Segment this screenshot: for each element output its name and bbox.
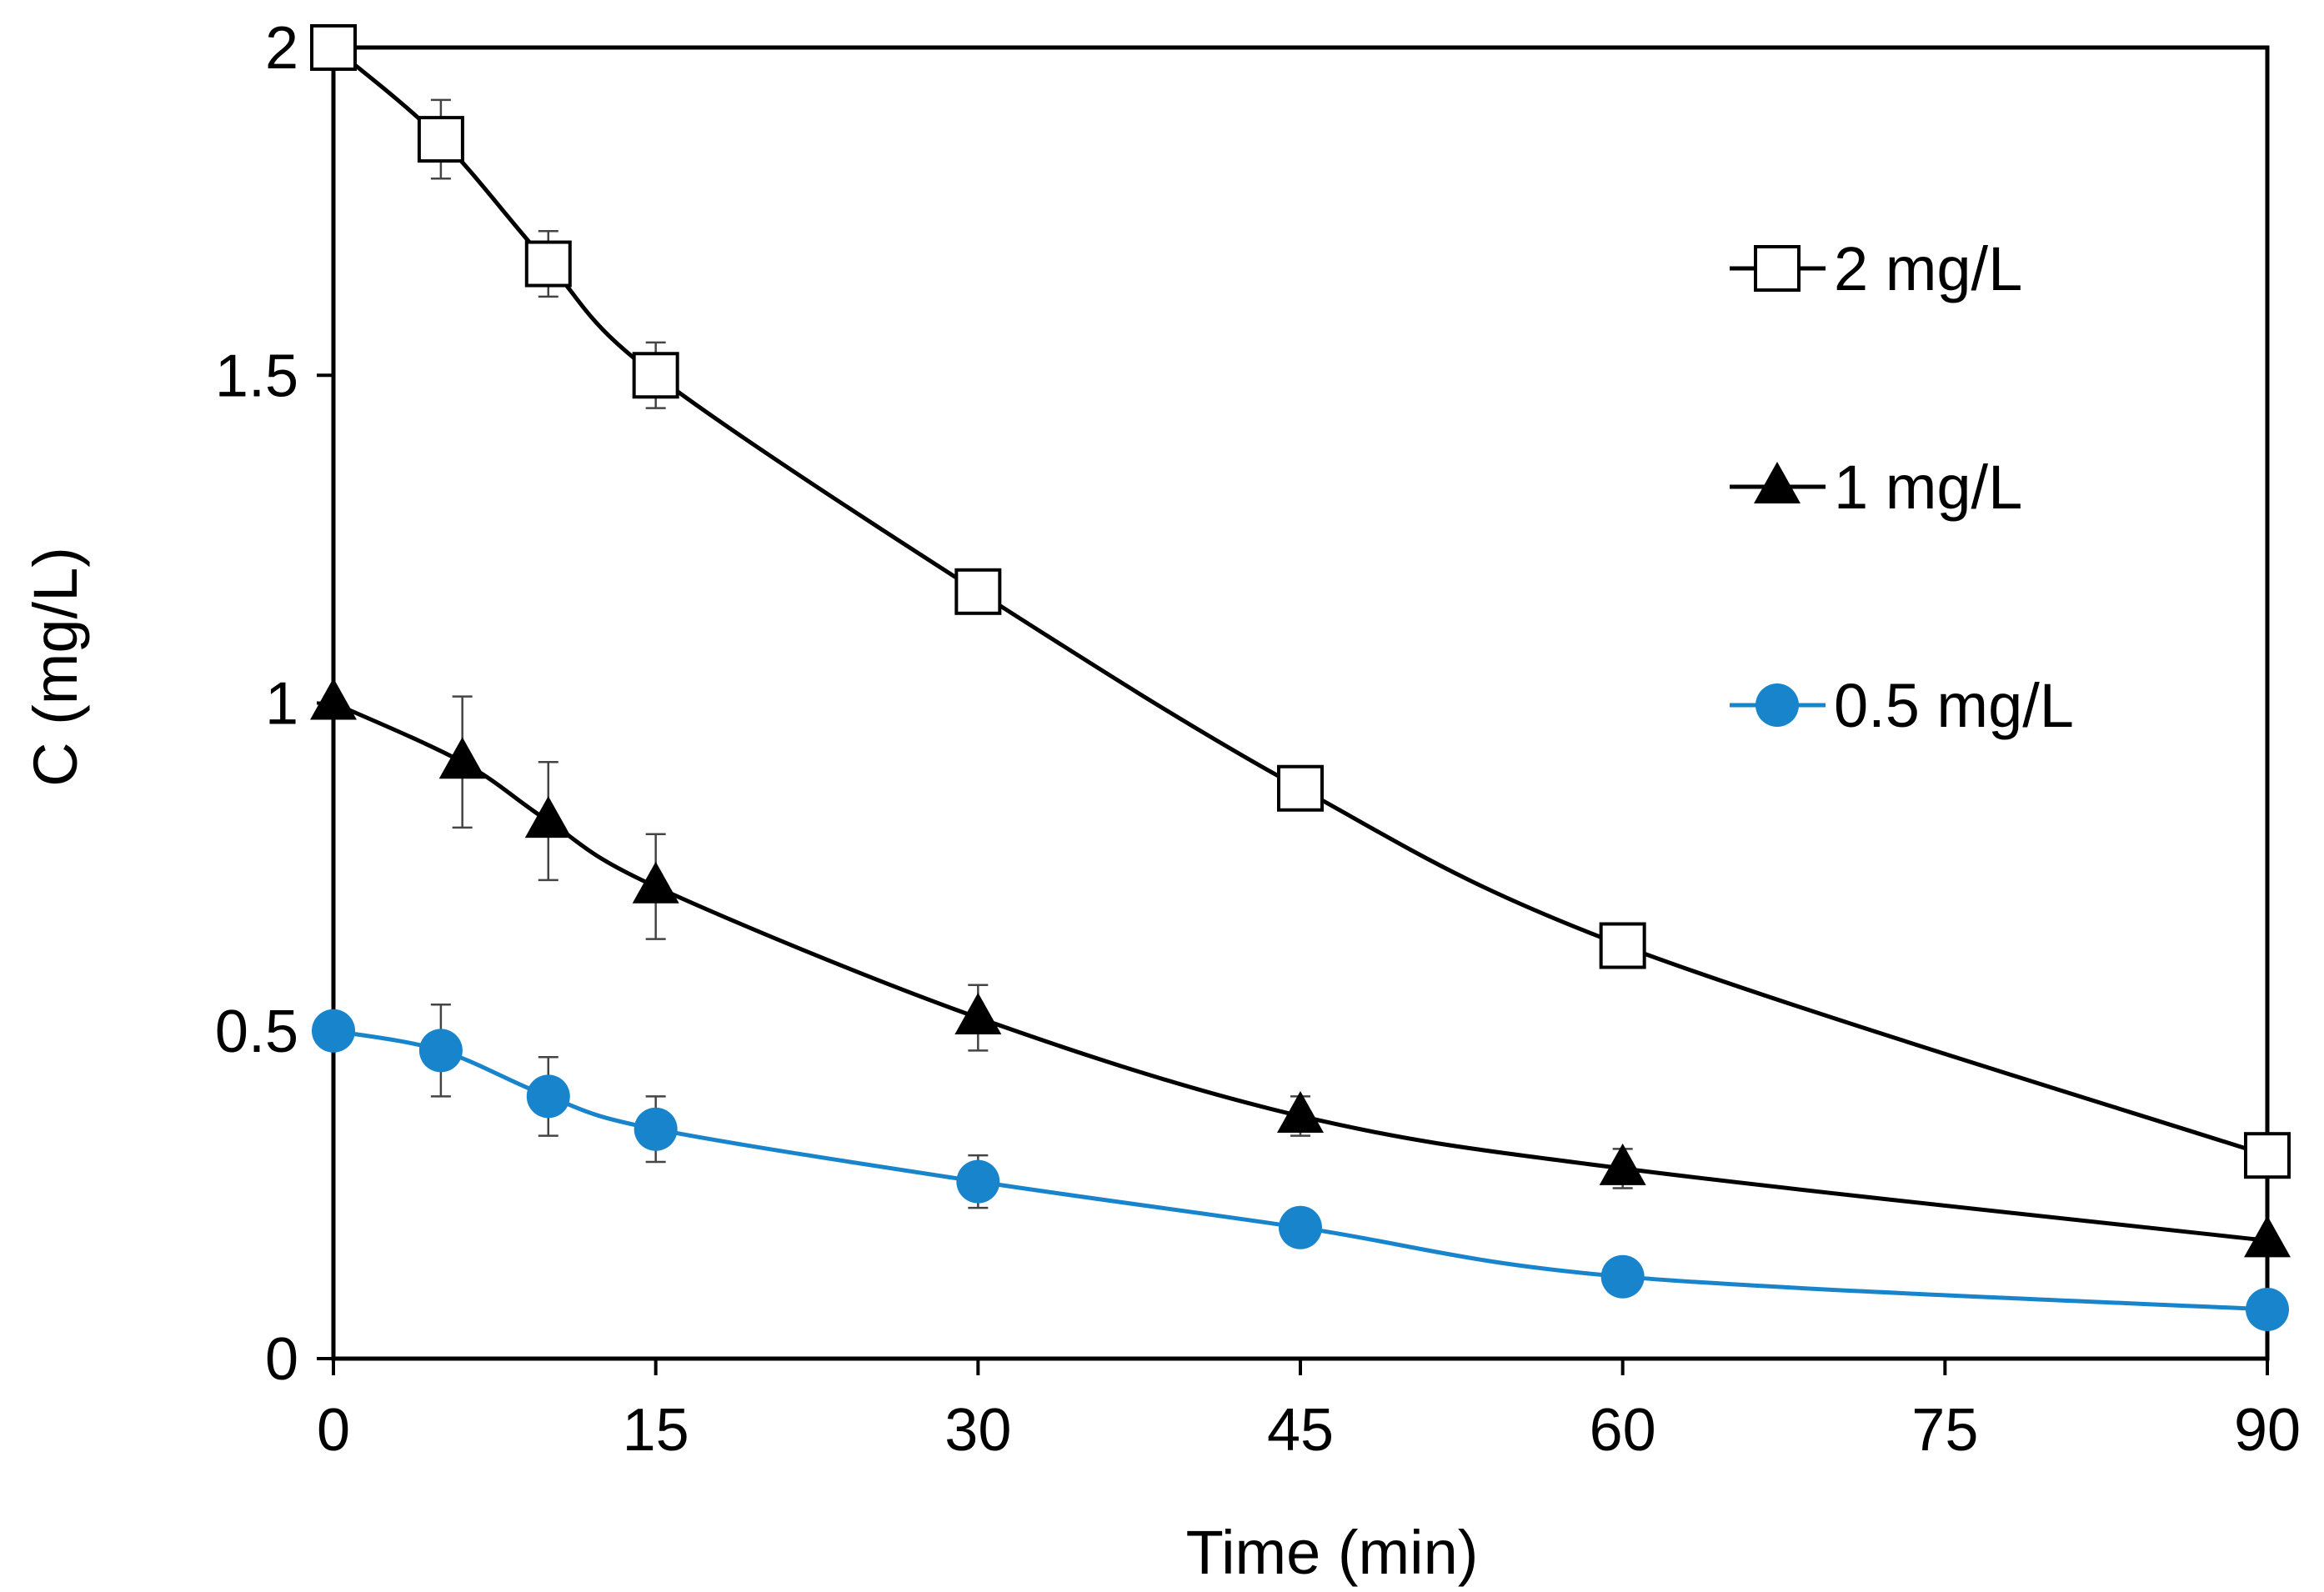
x-tick-label: 75 — [1911, 1397, 1978, 1464]
data-point-05mgL — [2246, 1288, 2289, 1332]
tick-label-layer: 0 15 30 45 60 75 90 0 0.5 1 1.5 2 — [215, 15, 2301, 1464]
data-point-1mgL — [1277, 1090, 1324, 1133]
data-point-05mgL — [1279, 1205, 1322, 1249]
y-tick-label: 1 — [265, 671, 298, 738]
series-1mgL — [310, 678, 2291, 1258]
legend-entry-1mgL: 1 mg/L — [1730, 453, 2022, 522]
data-point-2mgL — [632, 352, 679, 399]
legend-entry-05mgL: 0.5 mg/L — [1730, 671, 2074, 740]
data-point-2mgL — [1277, 764, 1324, 812]
legend-marker-05mgL — [1756, 683, 1799, 727]
x-tick-label: 15 — [623, 1397, 689, 1464]
data-point-05mgL — [418, 1029, 463, 1073]
legend: 2 mg/L 1 mg/L 0.5 mg/L — [1730, 234, 2074, 740]
x-axis-title: Time (min) — [1186, 1518, 1479, 1587]
series-line-2mgL — [332, 46, 2268, 1158]
series-layer — [310, 24, 2291, 1332]
data-point-1mgL — [524, 796, 572, 839]
y-tick-label: 1.5 — [215, 343, 298, 409]
data-point-1mgL — [438, 737, 486, 779]
legend-marker-1mgL — [1754, 462, 1801, 503]
legend-entry-2mgL: 2 mg/L — [1730, 234, 2022, 303]
data-point-1mgL — [1599, 1143, 1646, 1185]
x-tick-label: 30 — [944, 1397, 1011, 1464]
series-05mgL — [312, 1004, 2289, 1332]
series-2mgL — [310, 24, 2291, 1179]
legend-label-1mgL: 1 mg/L — [1834, 453, 2022, 522]
y-tick-label: 0.5 — [215, 999, 298, 1065]
data-point-05mgL — [526, 1074, 570, 1119]
data-point-05mgL — [312, 1009, 355, 1053]
y-tick-label: 2 — [265, 15, 298, 82]
data-point-1mgL — [632, 861, 679, 904]
data-point-1mgL — [954, 993, 1002, 1035]
data-point-2mgL — [1599, 922, 1646, 969]
data-point-1mgL — [2244, 1215, 2291, 1258]
x-tick-label: 45 — [1267, 1397, 1334, 1464]
data-point-2mgL — [417, 116, 464, 163]
y-axis-title: C (mg/L) — [21, 547, 90, 787]
series-line-1mgL — [332, 701, 2268, 1243]
data-point-05mgL — [956, 1159, 1000, 1204]
legend-marker-2mgL — [1754, 245, 1801, 292]
data-point-2mgL — [524, 240, 572, 288]
legend-label-05mgL: 0.5 mg/L — [1834, 671, 2074, 740]
data-point-2mgL — [954, 568, 1002, 615]
data-point-1mgL — [310, 678, 357, 720]
x-tick-label: 60 — [1590, 1397, 1656, 1464]
data-point-05mgL — [634, 1107, 678, 1151]
series-line-05mgL — [333, 1029, 2268, 1312]
x-tick-label: 0 — [317, 1397, 350, 1464]
data-point-2mgL — [310, 24, 357, 71]
y-tick-label: 0 — [265, 1326, 298, 1393]
legend-label-2mgL: 2 mg/L — [1834, 234, 2022, 303]
x-tick-label: 90 — [2234, 1397, 2301, 1464]
data-point-05mgL — [1600, 1254, 1645, 1299]
data-point-2mgL — [2244, 1132, 2291, 1179]
